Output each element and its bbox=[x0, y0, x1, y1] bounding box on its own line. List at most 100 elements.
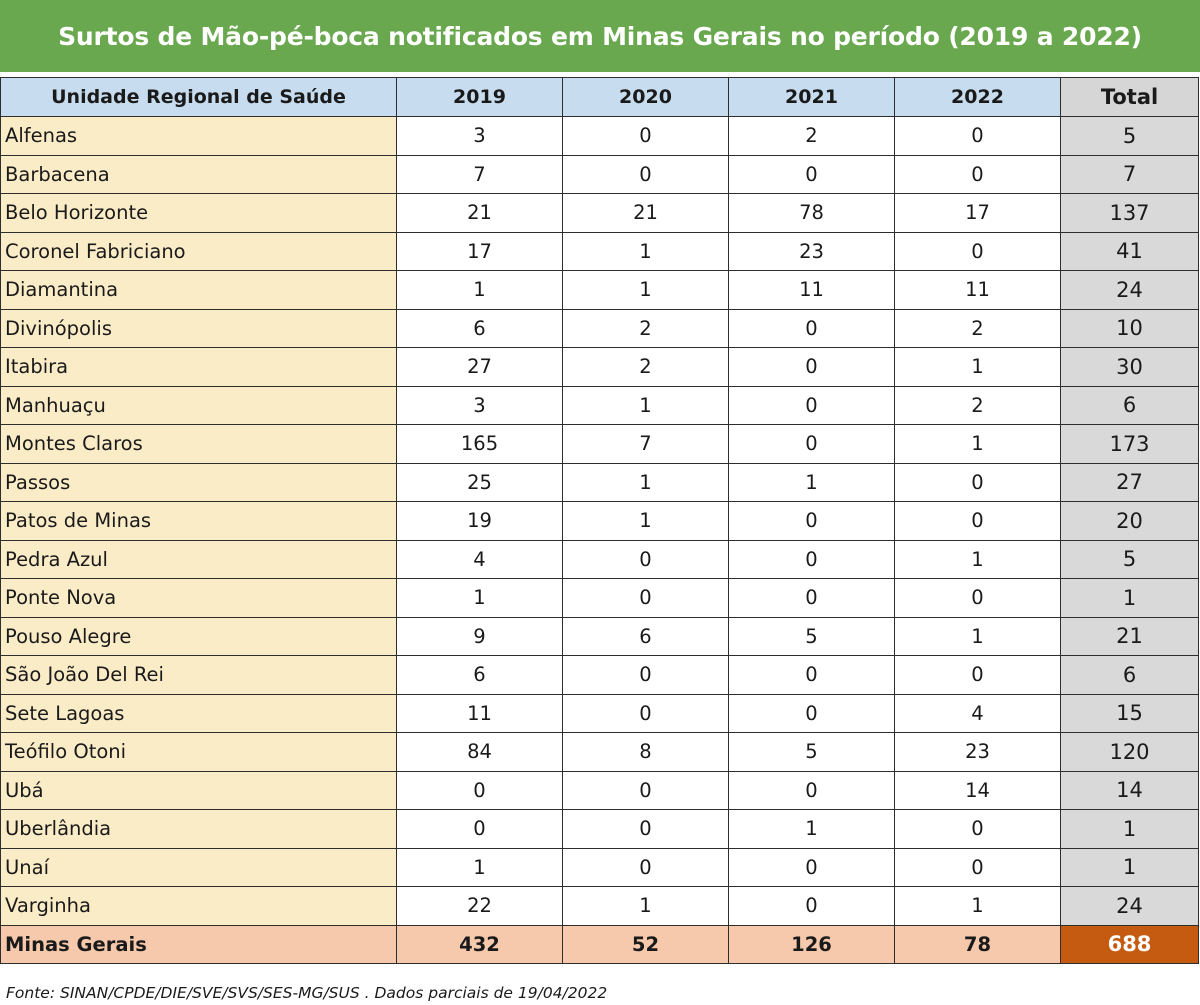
total-cell: 41 bbox=[1060, 231, 1199, 271]
table-row: Sete Lagoas 11 0 0 4 15 bbox=[0, 693, 1199, 733]
value-2020: 1 bbox=[562, 231, 729, 271]
table-row: Uberlândia 0 0 1 0 1 bbox=[0, 809, 1199, 849]
region-cell: Alfenas bbox=[0, 116, 397, 156]
total-cell: 173 bbox=[1060, 424, 1199, 464]
value-2020: 7 bbox=[562, 424, 729, 464]
value-2021: 0 bbox=[728, 578, 895, 618]
total-cell: 7 bbox=[1060, 154, 1199, 194]
header-row: Unidade Regional de Saúde 2019 2020 2021… bbox=[0, 77, 1199, 117]
value-2022: 1 bbox=[894, 886, 1061, 926]
region-cell: Coronel Fabriciano bbox=[0, 231, 397, 271]
region-cell: Diamantina bbox=[0, 270, 397, 310]
region-cell: Pouso Alegre bbox=[0, 616, 397, 656]
total-cell: 6 bbox=[1060, 385, 1199, 425]
table-row: Barbacena 7 0 0 0 7 bbox=[0, 154, 1199, 194]
region-cell: Manhuaçu bbox=[0, 385, 397, 425]
outbreak-table-container: Unidade Regional de Saúde 2019 2020 2021… bbox=[0, 77, 1199, 964]
value-2020: 8 bbox=[562, 732, 729, 772]
value-2022: 1 bbox=[894, 347, 1061, 387]
value-2021: 78 bbox=[728, 193, 895, 233]
value-2022: 2 bbox=[894, 308, 1061, 348]
value-2020: 0 bbox=[562, 578, 729, 618]
value-2022: 0 bbox=[894, 578, 1061, 618]
total-cell: 30 bbox=[1060, 347, 1199, 387]
table-row: Pouso Alegre 9 6 5 1 21 bbox=[0, 616, 1199, 656]
value-2021: 11 bbox=[728, 270, 895, 310]
value-2019: 6 bbox=[396, 655, 563, 695]
value-2021: 2 bbox=[728, 116, 895, 156]
value-2020: 2 bbox=[562, 347, 729, 387]
value-2022: 1 bbox=[894, 424, 1061, 464]
region-cell: Ubá bbox=[0, 770, 397, 810]
region-cell: Varginha bbox=[0, 886, 397, 926]
value-2021: 0 bbox=[728, 385, 895, 425]
header-region: Unidade Regional de Saúde bbox=[0, 77, 397, 117]
value-2019: 21 bbox=[396, 193, 563, 233]
region-cell: Teófilo Otoni bbox=[0, 732, 397, 772]
value-2019: 6 bbox=[396, 308, 563, 348]
region-cell: Uberlândia bbox=[0, 809, 397, 849]
value-2021: 0 bbox=[728, 154, 895, 194]
value-2020: 1 bbox=[562, 270, 729, 310]
region-cell: Minas Gerais bbox=[0, 924, 397, 964]
header-2019: 2019 bbox=[396, 77, 563, 117]
value-2021: 1 bbox=[728, 809, 895, 849]
value-2019: 0 bbox=[396, 809, 563, 849]
region-cell: Itabira bbox=[0, 347, 397, 387]
table-row: São João Del Rei 6 0 0 0 6 bbox=[0, 655, 1199, 695]
value-2021: 0 bbox=[728, 539, 895, 579]
value-2021: 0 bbox=[728, 308, 895, 348]
table-row: Teófilo Otoni 84 8 5 23 120 bbox=[0, 732, 1199, 772]
region-cell: Divinópolis bbox=[0, 308, 397, 348]
header-2021: 2021 bbox=[728, 77, 895, 117]
total-cell: 120 bbox=[1060, 732, 1199, 772]
header-2020: 2020 bbox=[562, 77, 729, 117]
value-2021: 126 bbox=[728, 924, 895, 964]
value-2022: 0 bbox=[894, 847, 1061, 887]
value-2019: 1 bbox=[396, 578, 563, 618]
header-total: Total bbox=[1060, 77, 1199, 117]
value-2020: 0 bbox=[562, 116, 729, 156]
value-2019: 19 bbox=[396, 501, 563, 541]
value-2019: 9 bbox=[396, 616, 563, 656]
value-2020: 0 bbox=[562, 154, 729, 194]
region-cell: Montes Claros bbox=[0, 424, 397, 464]
table-row: Alfenas 3 0 2 0 5 bbox=[0, 116, 1199, 156]
value-2020: 0 bbox=[562, 770, 729, 810]
value-2021: 0 bbox=[728, 770, 895, 810]
region-cell: Unaí bbox=[0, 847, 397, 887]
region-cell: Barbacena bbox=[0, 154, 397, 194]
value-2019: 22 bbox=[396, 886, 563, 926]
region-cell: Patos de Minas bbox=[0, 501, 397, 541]
total-cell: 1 bbox=[1060, 809, 1199, 849]
total-cell: 1 bbox=[1060, 578, 1199, 618]
table-row: Ponte Nova 1 0 0 0 1 bbox=[0, 578, 1199, 618]
value-2021: 0 bbox=[728, 693, 895, 733]
value-2022: 4 bbox=[894, 693, 1061, 733]
region-cell: Pedra Azul bbox=[0, 539, 397, 579]
value-2019: 17 bbox=[396, 231, 563, 271]
total-cell: 5 bbox=[1060, 539, 1199, 579]
value-2021: 5 bbox=[728, 732, 895, 772]
value-2020: 52 bbox=[562, 924, 729, 964]
value-2019: 3 bbox=[396, 385, 563, 425]
total-cell: 27 bbox=[1060, 462, 1199, 502]
total-cell: 5 bbox=[1060, 116, 1199, 156]
value-2021: 0 bbox=[728, 501, 895, 541]
table-row: Coronel Fabriciano 17 1 23 0 41 bbox=[0, 231, 1199, 271]
table-row: Unaí 1 0 0 0 1 bbox=[0, 847, 1199, 887]
value-2021: 0 bbox=[728, 886, 895, 926]
value-2022: 0 bbox=[894, 231, 1061, 271]
total-cell: 15 bbox=[1060, 693, 1199, 733]
table-row: Montes Claros 165 7 0 1 173 bbox=[0, 424, 1199, 464]
value-2020: 6 bbox=[562, 616, 729, 656]
value-2022: 1 bbox=[894, 616, 1061, 656]
value-2022: 23 bbox=[894, 732, 1061, 772]
value-2022: 0 bbox=[894, 809, 1061, 849]
table-row: Ubá 0 0 0 14 14 bbox=[0, 770, 1199, 810]
value-2020: 0 bbox=[562, 809, 729, 849]
value-2021: 0 bbox=[728, 655, 895, 695]
source-note: Fonte: SINAN/CPDE/DIE/SVE/SVS/SES-MG/SUS… bbox=[6, 984, 608, 1002]
table-row: Varginha 22 1 0 1 24 bbox=[0, 886, 1199, 926]
value-2019: 7 bbox=[396, 154, 563, 194]
